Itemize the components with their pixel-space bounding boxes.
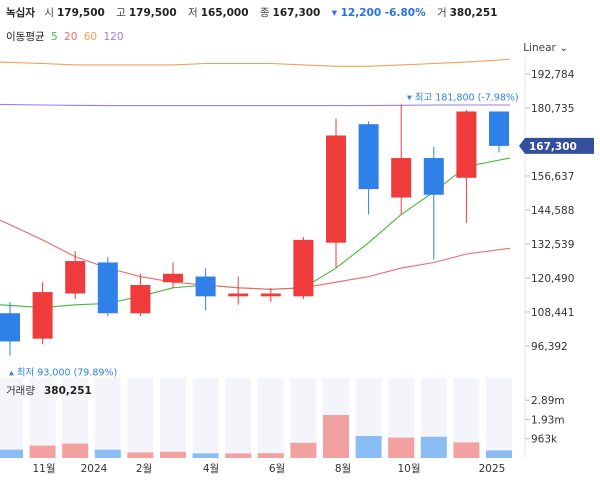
change-value: ▾ 12,200 -6.80% (331, 7, 426, 19)
volume-label: 거 (436, 7, 447, 19)
volume-column-bg (127, 378, 154, 458)
ma-legend-label: 이동평균 (6, 31, 45, 43)
volume-bar (355, 436, 382, 458)
open-label: 시 (44, 7, 54, 19)
volume-column-bg (0, 378, 23, 458)
scale-mode-label: Linear (523, 42, 556, 54)
x-axis-label: 2024 (81, 463, 108, 475)
price-tick-label: 108,441 (531, 307, 574, 319)
volume-bar (225, 453, 252, 458)
candle-body (130, 285, 151, 314)
volume-tick-label: 2.89m (531, 395, 565, 407)
candle-body (260, 293, 281, 297)
volume-bar (257, 453, 284, 458)
candle-body (228, 293, 249, 297)
volume-bar (160, 451, 186, 458)
volume-column-bg (486, 378, 512, 458)
volume-bar (453, 442, 480, 458)
candle-body (293, 239, 314, 297)
volume-bar (420, 436, 447, 458)
volume-bar (192, 453, 219, 458)
volume-title: 거래량 (6, 385, 35, 397)
candle-body (163, 273, 183, 283)
price-header: 녹십자 시 179,500 고 179,500 저 165,000 종 167,300 … (6, 5, 505, 21)
ma-line-60 (0, 58, 511, 67)
price-tick-label: 156,637 (531, 171, 574, 183)
ma-5-label: 5 (50, 31, 58, 43)
volume-column-bg (225, 378, 252, 458)
candle-body (391, 158, 412, 198)
price-tick-label: 120,490 (531, 273, 574, 285)
open-value: 179,500 (57, 7, 105, 19)
volume-tick-label: 963k (531, 434, 558, 446)
volume-column-bg (160, 378, 186, 458)
candle-body (0, 313, 20, 342)
volume-column-bg (29, 378, 56, 458)
stock-name: 녹십자 (6, 7, 35, 19)
price-tick-label: 192,784 (531, 69, 575, 81)
volume-bar (127, 452, 154, 458)
last-price-tag (519, 137, 594, 154)
low-annotation: ▴ 최저 93,000 (79.89%) (9, 368, 117, 379)
volume-column-bg (192, 378, 219, 458)
ma-20-label: 20 (64, 31, 78, 43)
x-axis-label: 10월 (397, 463, 420, 475)
volume-column-bg (257, 378, 284, 458)
candle-body (195, 276, 216, 297)
volume-bar (62, 443, 89, 458)
volume-bar (94, 449, 121, 458)
x-axis-label: 8월 (335, 463, 351, 475)
moving-average-legend[interactable]: 이동평균 5 20 60 120 (6, 29, 127, 44)
x-axis-label: 4월 (203, 463, 219, 475)
high-value: 179,500 (128, 7, 177, 19)
volume-tick-label: 1.93m (531, 414, 565, 426)
low-value: 165,000 (200, 7, 249, 19)
volume-value: 380,251 (449, 7, 498, 19)
ma-120-label: 120 (103, 31, 124, 43)
candle-body (65, 261, 86, 294)
volume-value: 380,251 (44, 385, 92, 397)
volume-bar (290, 442, 317, 458)
scale-mode-dropdown[interactable]: Linear ⌄ (523, 42, 568, 54)
candle-body (423, 158, 444, 195)
candle-body (97, 262, 118, 314)
price-tick-label: 144,588 (531, 205, 574, 217)
volume-bar (486, 450, 512, 458)
x-axis-label: 11월 (32, 463, 55, 475)
volume-bar (0, 449, 23, 458)
x-axis-label: 6월 (269, 463, 285, 475)
volume-bar (388, 437, 415, 458)
ma-line-20 (0, 219, 511, 290)
x-axis-label: 2025 (479, 463, 506, 475)
x-axis-label: 2월 (136, 463, 152, 475)
last-price-label: 167,300 (529, 141, 577, 153)
price-tick-label: 180,735 (531, 103, 574, 115)
price-tick-label: 96,392 (531, 341, 568, 353)
chevron-down-icon: ⌄ (559, 42, 568, 54)
candle-body (358, 124, 379, 190)
high-annotation: ▾ 최고 181,800 (-7.98%) (407, 92, 519, 103)
close-value: 167,300 (272, 7, 321, 19)
ma-line-120 (0, 103, 510, 107)
volume-bar (29, 445, 56, 458)
price-tick-label: 132,539 (531, 239, 574, 251)
close-label: 종 (259, 7, 270, 19)
candle-body (456, 111, 477, 178)
high-label: 고 (116, 7, 126, 19)
candle-body (326, 135, 346, 243)
candle-body (32, 292, 53, 339)
low-label: 저 (188, 7, 198, 19)
candle-body (489, 111, 509, 146)
ma-60-label: 60 (83, 31, 98, 43)
volume-bar (323, 415, 349, 458)
volume-column-bg (94, 378, 121, 458)
